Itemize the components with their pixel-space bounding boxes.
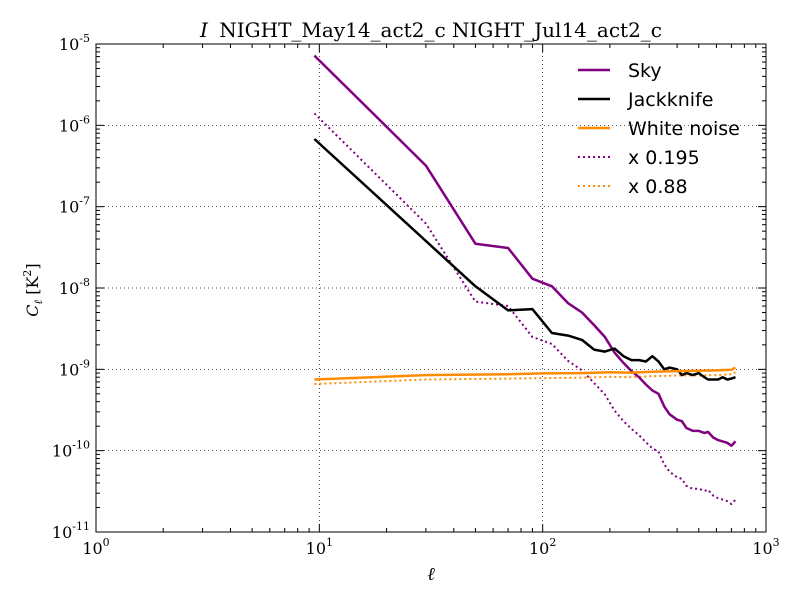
series-line-sky: [313, 54, 737, 447]
series-line-x-0-195: [313, 112, 737, 506]
y-tick-label: 10-8: [59, 276, 90, 298]
y-tick-label: 10-5: [59, 32, 90, 54]
y-axis-label-unit-close: ]: [23, 263, 42, 269]
legend-label: White noise: [628, 118, 740, 140]
chart-title: I NIGHT_May14_act2_c NIGHT_Jul14_act2_c: [199, 18, 662, 42]
legend-label: x 0.195: [628, 147, 700, 169]
legend-label: x 0.88: [628, 176, 688, 198]
y-tick-label: 10-7: [59, 195, 90, 217]
y-axis-label-main: C: [23, 304, 42, 316]
legend-label: Sky: [628, 60, 662, 82]
grid: [96, 44, 766, 532]
x-tick-label: 100: [82, 536, 109, 558]
legend-label: Jackknife: [627, 89, 713, 111]
series-layer: [313, 54, 737, 506]
y-axis-label: Cℓ [K2]: [21, 263, 45, 316]
series-line-jackknife: [313, 138, 736, 381]
x-tick-label: 101: [306, 536, 333, 558]
y-axis-label-sub: ℓ: [32, 299, 45, 304]
x-axis-label: ℓ: [427, 564, 435, 585]
y-tick-label: 10-11: [52, 520, 90, 542]
chart-title-text: NIGHT_May14_act2_c NIGHT_Jul14_act2_c: [219, 18, 662, 42]
x-tick-label: 102: [529, 536, 556, 558]
y-tick-label: 10-10: [52, 439, 90, 461]
chart-title-italic: I: [199, 18, 209, 42]
y-tick-label: 10-9: [59, 357, 90, 379]
x-tick-label: 103: [752, 536, 779, 558]
y-axis-label-unit: [K: [23, 276, 42, 300]
y-tick-label: 10-6: [59, 113, 90, 135]
ticks: 100 101 102 103 10-11 10-10 10-9 10-8 10-7 10-6 10…: [52, 32, 780, 558]
legend: Sky Jackknife White noise x 0.195 x 0.88: [578, 60, 740, 198]
y-axis-label-unit-sup: 2: [21, 270, 34, 277]
series-line-white-noise: [314, 366, 737, 381]
